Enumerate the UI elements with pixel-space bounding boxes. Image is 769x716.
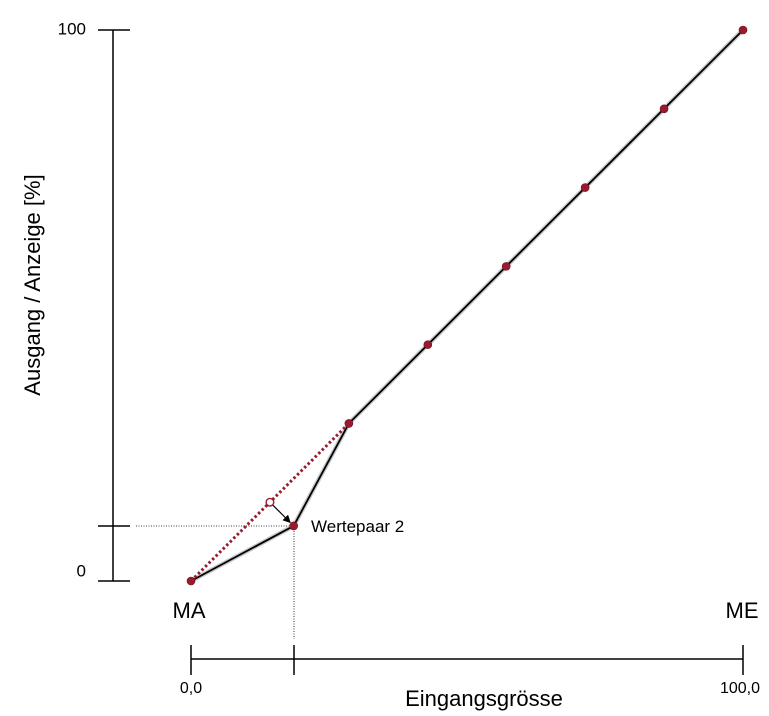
data-point-7 bbox=[659, 104, 669, 114]
x-start-label-ma: MA bbox=[173, 598, 206, 623]
original-point-marker bbox=[265, 497, 275, 507]
data-point-1 bbox=[186, 576, 196, 586]
annotation-wertepaar-2: Wertepaar 2 bbox=[311, 517, 404, 536]
y-tick-label-top: 100 bbox=[58, 19, 86, 38]
x-axis-title: Eingangsgrösse bbox=[405, 686, 563, 711]
data-point-6 bbox=[580, 183, 590, 192]
x-end-label-me: ME bbox=[726, 598, 759, 623]
y-axis-title: Ausgang / Anzeige [%] bbox=[20, 174, 45, 395]
data-point-8 bbox=[738, 25, 748, 35]
data-point-4 bbox=[423, 340, 433, 349]
data-point-2 bbox=[289, 521, 298, 531]
y-tick-label-bottom: 0 bbox=[77, 561, 86, 580]
x-tick-label-end: 100,0 bbox=[720, 680, 760, 697]
data-point-5 bbox=[501, 262, 511, 271]
x-tick-label-start: 0,0 bbox=[180, 680, 202, 697]
shift-arrow bbox=[272, 504, 291, 524]
linearization-curve bbox=[190, 29, 744, 582]
data-point-3 bbox=[344, 419, 354, 428]
